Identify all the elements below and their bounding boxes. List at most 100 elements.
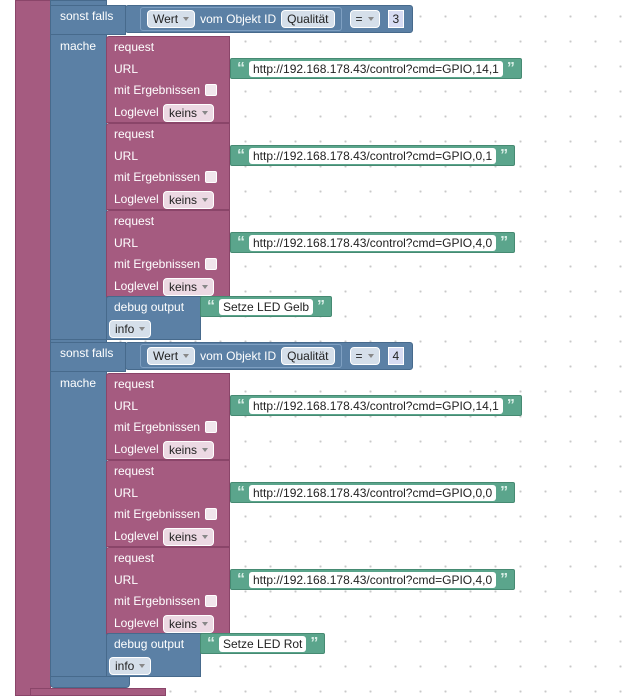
loglevel-dropdown[interactable]: keins: [163, 191, 215, 209]
else-if-label: sonst falls: [60, 9, 114, 23]
url-string-text[interactable]: http://192.168.178.43/control?cmd=GPIO,4…: [249, 234, 497, 251]
loglevel-wrap: keins: [163, 104, 215, 122]
debug-string: “Setze LED Rot”: [200, 633, 326, 654]
url-label: URL: [114, 62, 139, 76]
quote-close: ”: [506, 396, 515, 414]
loglevel-label: Loglevel: [114, 529, 159, 543]
loglevel-dropdown[interactable]: keins: [163, 615, 215, 633]
url-string: “http://192.168.178.43/control?cmd=GPIO,…: [230, 395, 522, 416]
results-checkbox[interactable]: [205, 84, 217, 96]
object-field[interactable]: Qualität: [281, 347, 335, 365]
debug-string: “Setze LED Gelb”: [200, 296, 333, 317]
dropdown-arrow: [202, 198, 209, 202]
results-label: mit Ergebnissen: [114, 594, 201, 608]
level-dropdown-text: info: [115, 322, 135, 336]
field-dropdown[interactable]: Wert: [147, 10, 196, 28]
dropdown-arrow: [367, 17, 374, 21]
url-string-text[interactable]: http://192.168.178.43/control?cmd=GPIO,4…: [249, 571, 497, 588]
request-label: request: [114, 40, 155, 54]
url-label: URL: [114, 573, 139, 587]
results-checkbox[interactable]: [205, 508, 217, 520]
results-label: mit Ergebnissen: [114, 170, 201, 184]
loglevel-dropdown-text: keins: [169, 280, 198, 294]
object-id-label: vom Objekt ID: [200, 349, 277, 363]
results-checkbox[interactable]: [205, 258, 217, 270]
object-id-label: vom Objekt ID: [200, 12, 277, 26]
do-label: mache: [60, 39, 97, 53]
quote-open: “: [237, 396, 245, 414]
dropdown-arrow: [202, 285, 209, 289]
debug-label: debug output: [114, 637, 185, 651]
condition-block: Wert vom Objekt ID Qualität = 3: [125, 5, 413, 33]
url-label: URL: [114, 399, 139, 413]
else-if-row: [50, 342, 126, 372]
loglevel-dropdown[interactable]: keins: [163, 528, 215, 546]
do-label: mache: [60, 376, 97, 390]
url-label: URL: [114, 149, 139, 163]
field-dropdown-text: Wert: [153, 349, 179, 363]
operator-dropdown[interactable]: =: [349, 10, 380, 28]
url-label: URL: [114, 236, 139, 250]
quote-open: “: [237, 146, 245, 164]
url-string: “http://192.168.178.43/control?cmd=GPIO,…: [230, 145, 516, 166]
request-label: request: [114, 464, 155, 478]
loglevel-label: Loglevel: [114, 192, 159, 206]
loglevel-dropdown[interactable]: keins: [163, 278, 215, 296]
loglevel-wrap: keins: [163, 615, 215, 633]
quote-open: “: [237, 483, 245, 501]
field-dropdown[interactable]: Wert: [147, 347, 196, 365]
quote-close: ”: [317, 297, 326, 315]
debug-string-text[interactable]: Setze LED Rot: [219, 635, 307, 652]
loglevel-dropdown-text: keins: [169, 443, 198, 457]
quote-open: “: [237, 570, 245, 588]
operator-dropdown[interactable]: =: [349, 347, 380, 365]
state-block: Wert vom Objekt ID Qualität: [140, 344, 342, 368]
loglevel-dropdown[interactable]: keins: [163, 441, 215, 459]
if-column: [50, 339, 107, 677]
condition-block: Wert vom Objekt ID Qualität = 4: [125, 342, 413, 370]
number-value[interactable]: 3: [387, 10, 405, 28]
debug-label: debug output: [114, 300, 185, 314]
quote-open: “: [237, 233, 245, 251]
dropdown-arrow: [139, 327, 146, 331]
dropdown-arrow: [367, 354, 374, 358]
url-string-text[interactable]: http://192.168.178.43/control?cmd=GPIO,1…: [249, 397, 503, 414]
debug-string-text[interactable]: Setze LED Gelb: [219, 298, 314, 315]
dropdown-arrow: [139, 664, 146, 668]
loglevel-dropdown-text: keins: [169, 193, 198, 207]
url-string: “http://192.168.178.43/control?cmd=GPIO,…: [230, 569, 516, 590]
results-label: mit Ergebnissen: [114, 83, 201, 97]
request-label: request: [114, 377, 155, 391]
loglevel-dropdown-text: keins: [169, 106, 198, 120]
loglevel-dropdown-text: keins: [169, 617, 198, 631]
quote-open: “: [207, 634, 215, 652]
url-string-text[interactable]: http://192.168.178.43/control?cmd=GPIO,0…: [249, 147, 497, 164]
results-checkbox[interactable]: [205, 421, 217, 433]
loglevel-dropdown-text: keins: [169, 530, 198, 544]
field-dropdown-text: Wert: [153, 12, 179, 26]
results-checkbox[interactable]: [205, 595, 217, 607]
results-checkbox[interactable]: [205, 171, 217, 183]
object-field[interactable]: Qualität: [281, 10, 335, 28]
state-block: Wert vom Objekt ID Qualität: [140, 7, 342, 31]
quote-close: ”: [500, 570, 509, 588]
loglevel-label: Loglevel: [114, 442, 159, 456]
url-string-text[interactable]: http://192.168.178.43/control?cmd=GPIO,0…: [249, 484, 497, 501]
url-string: “http://192.168.178.43/control?cmd=GPIO,…: [230, 482, 516, 503]
url-string: “http://192.168.178.43/control?cmd=GPIO,…: [230, 58, 522, 79]
loglevel-dropdown[interactable]: keins: [163, 104, 215, 122]
level-dropdown[interactable]: info: [109, 657, 152, 675]
dropdown-arrow: [202, 111, 209, 115]
number-value[interactable]: 4: [387, 347, 405, 365]
request-label: request: [114, 127, 155, 141]
loglevel-wrap: keins: [163, 441, 215, 459]
request-label: request: [114, 214, 155, 228]
if-block-end: [50, 676, 130, 688]
results-label: mit Ergebnissen: [114, 257, 201, 271]
dropdown-arrow: [202, 535, 209, 539]
url-string-text[interactable]: http://192.168.178.43/control?cmd=GPIO,1…: [249, 60, 503, 77]
level-dropdown[interactable]: info: [109, 320, 152, 338]
loglevel-label: Loglevel: [114, 105, 159, 119]
quote-close: ”: [506, 59, 515, 77]
